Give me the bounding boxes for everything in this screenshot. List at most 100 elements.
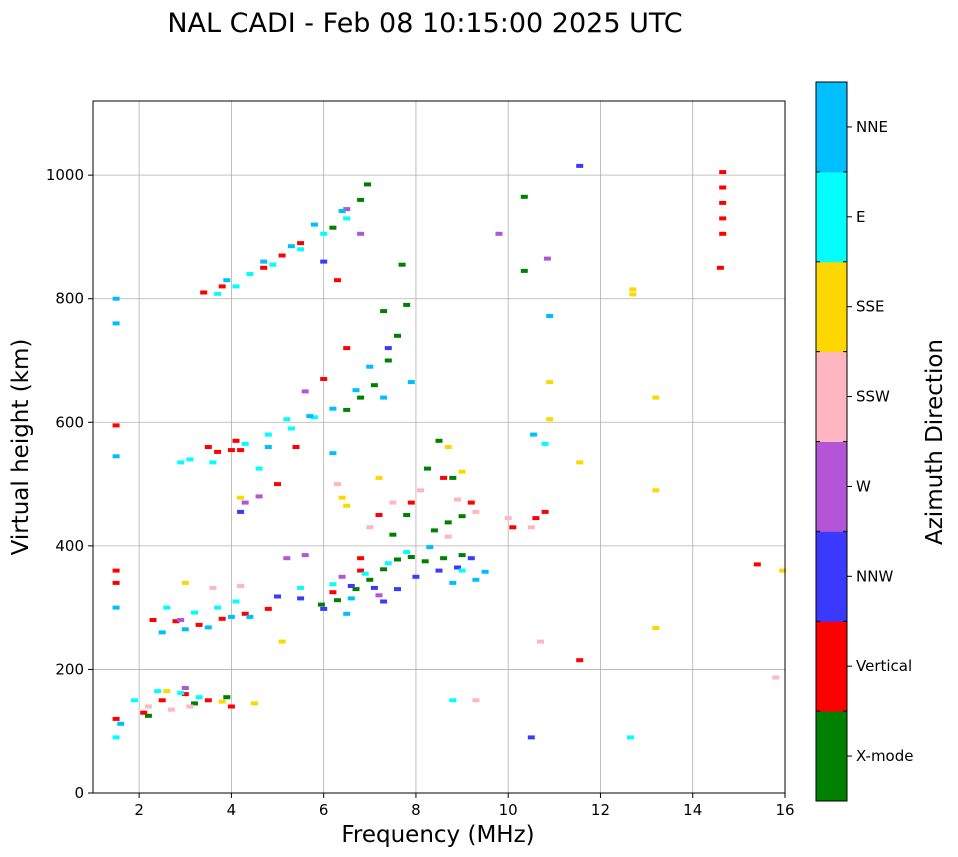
data-point xyxy=(444,520,452,525)
data-point xyxy=(454,565,461,570)
data-point xyxy=(407,555,415,559)
data-point xyxy=(241,441,249,446)
data-point xyxy=(214,291,222,296)
data-point xyxy=(292,445,300,449)
data-point xyxy=(144,704,152,709)
data-point xyxy=(246,614,254,619)
y-tick-label: 400 xyxy=(55,537,84,555)
data-point xyxy=(424,466,431,471)
data-point xyxy=(412,574,420,579)
colorbar-segment xyxy=(816,441,847,532)
data-point xyxy=(719,216,727,221)
data-point xyxy=(320,377,328,381)
data-point xyxy=(343,216,351,221)
data-point xyxy=(112,716,120,721)
colorbar-segment xyxy=(816,531,847,622)
data-point xyxy=(320,231,328,236)
colorbar-tick-label: SSW xyxy=(856,388,890,406)
x-tick-label: 2 xyxy=(134,801,144,819)
data-point xyxy=(329,406,337,411)
data-point xyxy=(200,290,208,295)
data-point xyxy=(370,585,378,590)
data-point xyxy=(380,599,388,604)
data-point xyxy=(218,616,226,621)
data-point xyxy=(209,460,217,465)
data-point xyxy=(467,556,475,561)
colorbar-tick-label: X-mode xyxy=(856,747,913,765)
data-point xyxy=(719,185,727,190)
data-point xyxy=(652,488,660,493)
data-point xyxy=(269,262,277,267)
series-e xyxy=(112,216,634,740)
data-point xyxy=(320,259,328,264)
data-point xyxy=(214,449,222,454)
data-point xyxy=(232,599,240,604)
data-point xyxy=(361,571,369,576)
series-nne xyxy=(112,209,554,726)
data-point xyxy=(472,577,480,582)
y-axis-label: Virtual height (km) xyxy=(8,339,34,556)
data-point xyxy=(343,503,351,508)
data-point xyxy=(287,244,295,249)
data-point xyxy=(576,460,584,465)
data-point xyxy=(753,562,761,567)
data-point xyxy=(112,423,120,428)
data-point xyxy=(440,556,448,561)
data-point xyxy=(260,259,268,264)
data-point xyxy=(317,602,325,607)
data-point xyxy=(357,556,365,561)
data-point xyxy=(112,605,120,610)
data-point xyxy=(366,525,374,530)
data-point xyxy=(177,690,185,695)
data-point xyxy=(191,610,198,615)
data-point xyxy=(384,561,392,566)
data-point xyxy=(204,445,212,449)
data-point xyxy=(112,568,120,573)
x-tick-label: 14 xyxy=(683,801,702,819)
data-point xyxy=(357,231,365,236)
data-point xyxy=(347,596,355,601)
data-point xyxy=(181,686,189,690)
data-point xyxy=(163,689,171,694)
data-point xyxy=(543,256,551,261)
data-point xyxy=(546,417,554,422)
data-point xyxy=(394,333,401,338)
colorbar-frame xyxy=(815,81,848,802)
data-point xyxy=(255,466,263,471)
data-point xyxy=(264,432,272,437)
data-point xyxy=(366,364,374,369)
data-point xyxy=(338,495,346,500)
data-point xyxy=(398,262,406,267)
data-point xyxy=(227,614,235,619)
data-point xyxy=(112,296,120,301)
data-point xyxy=(537,639,544,644)
series-w xyxy=(177,207,551,690)
data-point xyxy=(541,441,549,446)
data-point xyxy=(449,698,457,703)
data-point xyxy=(444,534,452,539)
data-point xyxy=(131,698,138,703)
data-point xyxy=(158,698,166,703)
data-point xyxy=(329,451,337,456)
data-point xyxy=(227,448,235,453)
x-axis-label: Frequency (MHz) xyxy=(341,822,534,848)
data-point xyxy=(112,454,120,459)
data-point xyxy=(435,438,443,443)
data-point xyxy=(357,197,365,202)
colorbar-tick-label: SSE xyxy=(856,298,885,316)
data-point xyxy=(652,626,660,630)
data-point xyxy=(343,346,351,351)
data-point xyxy=(343,611,351,616)
data-point xyxy=(260,265,268,270)
data-point xyxy=(435,568,443,573)
data-point xyxy=(181,627,189,632)
data-point xyxy=(195,695,203,700)
data-point xyxy=(310,222,318,227)
data-point xyxy=(278,639,286,644)
y-tick-label: 0 xyxy=(74,784,84,802)
data-point xyxy=(237,584,245,588)
data-point xyxy=(357,395,365,400)
data-point xyxy=(629,287,637,292)
data-point xyxy=(181,580,189,585)
data-point xyxy=(430,528,438,533)
